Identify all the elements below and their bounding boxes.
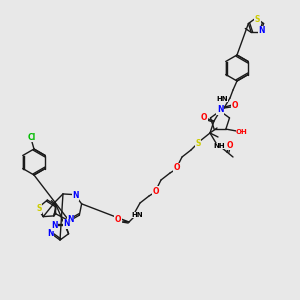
Text: O: O [153, 187, 159, 196]
Text: N: N [47, 229, 54, 238]
Text: S: S [195, 139, 201, 148]
Text: O: O [115, 215, 121, 224]
Text: Cl: Cl [28, 133, 36, 142]
Text: N: N [67, 215, 74, 224]
Text: NH: NH [213, 143, 225, 149]
Text: N: N [217, 106, 223, 115]
Text: HN: HN [216, 96, 228, 102]
Text: OH: OH [236, 129, 248, 135]
Text: O: O [201, 113, 207, 122]
Text: O: O [174, 164, 180, 172]
Text: N: N [63, 219, 70, 228]
Text: O: O [227, 140, 233, 149]
Text: N: N [72, 191, 79, 200]
Text: HN: HN [131, 212, 143, 218]
Text: S: S [255, 16, 260, 25]
Text: N: N [259, 26, 265, 35]
Text: N: N [52, 221, 58, 230]
Text: O: O [232, 100, 238, 109]
Text: S: S [37, 204, 42, 213]
